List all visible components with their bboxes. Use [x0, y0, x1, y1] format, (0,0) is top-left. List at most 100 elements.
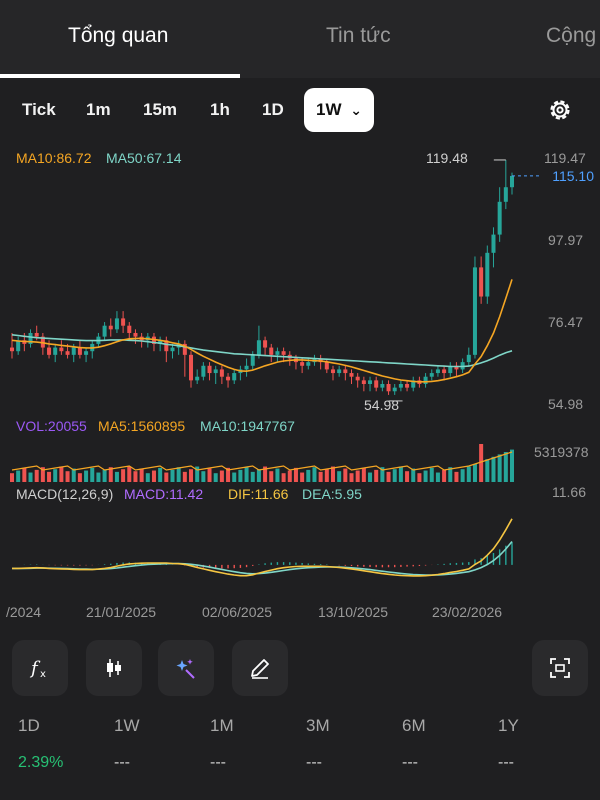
timeframe-1d[interactable]: 1D	[262, 100, 284, 119]
price-axis-label-2: 97.97	[548, 232, 584, 248]
candle-body	[472, 267, 477, 355]
volume-bar	[250, 471, 255, 482]
candle-body	[232, 373, 237, 381]
volume-bar	[429, 467, 434, 482]
macd-name-label: MACD(12,26,9)	[16, 486, 114, 502]
candle-body	[256, 340, 261, 355]
candle-body	[263, 340, 268, 348]
timeframe-tick[interactable]: Tick	[22, 100, 56, 119]
ma10-line	[11, 279, 513, 383]
volume-bar	[16, 470, 21, 482]
candle-body	[405, 383, 410, 388]
period-1d-label[interactable]: 1D	[18, 716, 40, 735]
period-3m-label[interactable]: 3M	[306, 716, 330, 735]
volume-bar	[485, 459, 490, 482]
volume-bar	[238, 469, 243, 482]
candle-body	[343, 369, 348, 374]
tab-overview[interactable]: Tổng quan	[68, 24, 169, 47]
tab-news[interactable]: Tin tức	[326, 24, 391, 47]
candle-body	[213, 369, 218, 374]
gear-icon[interactable]	[546, 96, 574, 124]
volume-bar	[312, 467, 317, 482]
volume-bar	[22, 467, 27, 482]
screenshot-icon	[550, 658, 570, 678]
tab-community[interactable]: Cộng	[546, 24, 597, 47]
volume-bar	[472, 464, 477, 482]
date-label-0: /2024	[6, 604, 42, 620]
candle-body	[28, 332, 33, 344]
stock-chart[interactable]	[0, 140, 600, 620]
chart-type-button[interactable]	[86, 640, 142, 696]
ma10-label: MA10:86.72	[16, 150, 92, 166]
period-1m-change: ---	[210, 754, 226, 771]
candle-body	[219, 369, 224, 377]
volume-bar	[151, 470, 156, 482]
svg-text:x: x	[40, 669, 46, 680]
candle-body	[509, 175, 515, 188]
candle-body	[503, 187, 508, 202]
candle-body	[195, 376, 200, 381]
volume-bar	[195, 466, 200, 482]
volume-bar	[460, 469, 465, 482]
volume-bar	[442, 469, 447, 482]
volume-bar	[59, 466, 64, 482]
volume-bar	[293, 467, 298, 482]
price-axis-min: 54.98	[548, 396, 584, 412]
volume-bar	[182, 471, 187, 482]
volume-bar	[84, 470, 89, 482]
candle-body	[411, 380, 416, 388]
volume-bar	[127, 466, 132, 482]
candle-body	[53, 347, 58, 355]
candle-body	[121, 318, 126, 326]
candle-body	[275, 351, 280, 355]
volume-bar	[201, 471, 206, 482]
indicator-function-button[interactable]: f x	[12, 640, 68, 696]
volume-bar	[275, 468, 280, 482]
volume-bar	[398, 466, 403, 482]
screenshot-button[interactable]	[532, 640, 588, 696]
volume-bar	[349, 473, 354, 482]
candle-body	[361, 380, 366, 384]
volume-bar	[435, 472, 440, 482]
candle-body	[114, 318, 119, 330]
candle-body	[16, 340, 21, 352]
chevron-down-icon: ⌄	[350, 102, 362, 118]
candle-body	[392, 387, 397, 392]
date-label-2: 02/06/2025	[202, 604, 273, 620]
macd-value-label: MACD:11.42	[124, 486, 204, 502]
period-1m-label[interactable]: 1M	[210, 716, 234, 735]
ai-magic-button[interactable]	[158, 640, 214, 696]
volume-bar	[386, 471, 391, 482]
volume-bar	[491, 456, 496, 482]
volume-bar	[226, 467, 231, 482]
timeframe-bar: Tick 1m 15m 1h 1D 1W ⌄	[0, 88, 600, 132]
volume-bar	[189, 469, 194, 482]
volume-bar	[466, 466, 471, 482]
period-1w-label[interactable]: 1W	[114, 716, 140, 735]
candle-body	[201, 365, 206, 377]
candle-body	[127, 325, 132, 333]
period-1y-label[interactable]: 1Y	[498, 716, 519, 735]
volume-bar	[324, 469, 329, 482]
period-6m-label[interactable]: 6M	[402, 716, 426, 735]
volume-bar	[368, 472, 373, 482]
candle-body	[497, 201, 502, 235]
timeframe-1m[interactable]: 1m	[86, 100, 111, 119]
dif-line	[12, 518, 513, 577]
candle-body	[435, 369, 440, 374]
volume-bar	[479, 444, 484, 482]
candle-body	[368, 380, 373, 384]
drawing-tool-button[interactable]	[232, 640, 288, 696]
timeframe-15m[interactable]: 15m	[143, 100, 178, 119]
volume-bar	[40, 467, 45, 482]
volume-bar	[330, 466, 335, 482]
ma50-line	[11, 334, 513, 368]
vol-ma5-label: MA5:1560895	[98, 418, 186, 434]
timeframe-1h[interactable]: 1h	[210, 100, 230, 119]
chart-toolbar: f x	[0, 640, 600, 696]
volume-bar	[96, 472, 101, 482]
volume-ma5-line	[11, 451, 513, 471]
timeframe-1w-dropdown[interactable]: 1W ⌄	[304, 88, 374, 132]
volume-bar	[448, 467, 453, 482]
candle-body	[170, 347, 175, 352]
